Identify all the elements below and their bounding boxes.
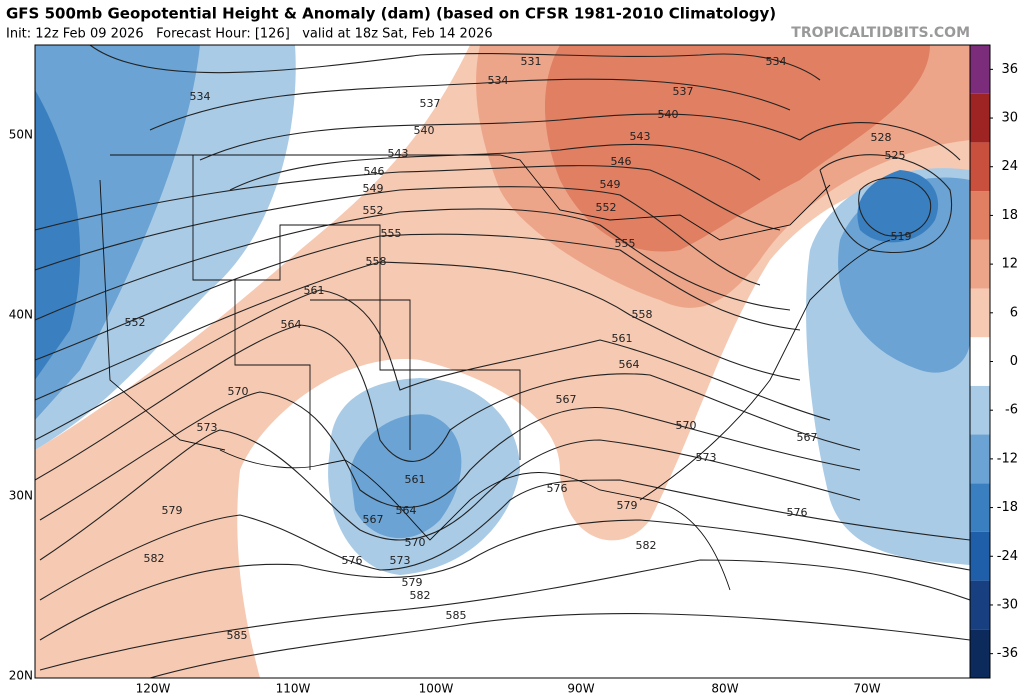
map	[35, 45, 970, 678]
contour-label: 570	[405, 536, 426, 549]
contour-label: 549	[363, 182, 384, 195]
contour-label: 579	[162, 504, 183, 517]
contour-label: 585	[227, 629, 248, 642]
colorbar-tick-label: -30	[997, 597, 1018, 612]
colorbar: 36 30 24 18 12 6 0 -6 -12 -18 -24 -30 -36	[969, 44, 1018, 679]
contour-label: 570	[228, 385, 249, 398]
contour-label: 576	[787, 506, 808, 519]
colorbar-bin	[970, 288, 990, 338]
contour-label: 525	[885, 149, 906, 162]
contour-label: 582	[144, 552, 165, 565]
title: GFS 500mb Geopotential Height & Anomaly …	[6, 5, 776, 23]
contour-label: 564	[281, 318, 302, 331]
colorbar-tick-label: -36	[997, 646, 1018, 661]
lat-label: 30N	[9, 489, 33, 503]
colorbar-tick-label: -18	[997, 500, 1018, 515]
contour-label: 567	[797, 431, 818, 444]
colorbar-bin	[970, 191, 990, 240]
lat-label: 40N	[9, 308, 33, 322]
contour-label: 540	[658, 108, 679, 121]
colorbar-tick-label: 30	[1001, 111, 1018, 126]
colorbar-bin	[970, 483, 990, 532]
lon-label: 80W	[711, 682, 738, 696]
contour-label: 561	[304, 284, 325, 297]
colorbar-bin	[970, 629, 990, 678]
contour-label: 546	[364, 165, 385, 178]
contour-label: 534	[190, 90, 211, 103]
contour-label: 573	[197, 421, 218, 434]
watermark: TROPICALTIDBITS.COM	[791, 25, 970, 41]
lon-label: 110W	[276, 682, 311, 696]
contour-label: 564	[396, 504, 417, 517]
colorbar-tick-label: 12	[1001, 257, 1018, 272]
colorbar-tick-label: -6	[1005, 403, 1018, 418]
contour-label: 552	[125, 316, 146, 329]
contour-label: 570	[676, 419, 697, 432]
contour-label: 543	[388, 147, 409, 160]
contour-label: 579	[617, 499, 638, 512]
colorbar-bin	[970, 531, 990, 581]
contour-label: 561	[612, 332, 633, 345]
contour-label: 537	[420, 97, 441, 110]
colorbar-bin	[970, 239, 990, 289]
colorbar-bin	[970, 142, 990, 192]
contour-label: 552	[596, 201, 617, 214]
contour-label: 558	[632, 308, 653, 321]
contour-label: 549	[600, 178, 621, 191]
contour-label: 546	[611, 155, 632, 168]
contour-label: 573	[390, 554, 411, 567]
colorbar-tick-label: 6	[1010, 305, 1018, 320]
contour-label: 528	[871, 131, 892, 144]
colorbar-tick-label: 24	[1001, 159, 1018, 174]
lat-label: 50N	[9, 128, 33, 142]
contour-label: 579	[402, 576, 423, 589]
colorbar-bin	[970, 385, 990, 435]
contour-label: 555	[615, 237, 636, 250]
contour-label: 582	[636, 539, 657, 552]
contour-label: 555	[381, 227, 402, 240]
contour-label: 573	[696, 451, 717, 464]
contour-label: 564	[619, 358, 640, 371]
lon-label: 120W	[136, 682, 171, 696]
contour-label: 561	[405, 473, 426, 486]
contour-label: 519	[891, 230, 912, 243]
contour-label: 567	[556, 393, 577, 406]
contour-label: 576	[547, 482, 568, 495]
colorbar-bin	[970, 45, 990, 94]
colorbar-tick-label: -12	[997, 451, 1018, 466]
colorbar-bin	[970, 93, 990, 143]
contour-label: 552	[363, 204, 384, 217]
contour-label: 567	[363, 513, 384, 526]
contour-label: 531	[521, 55, 542, 68]
contour-label: 576	[342, 554, 363, 567]
subtitle: Init: 12z Feb 09 2026 Forecast Hour: [12…	[6, 27, 493, 42]
contour-label: 534	[488, 74, 509, 87]
lat-label: 20N	[9, 669, 33, 683]
colorbar-tick-label: 36	[1001, 62, 1018, 77]
colorbar-bin	[970, 580, 990, 630]
contour-label: 585	[446, 609, 467, 622]
colorbar-tick-label: 18	[1001, 208, 1018, 223]
colorbar-tick-label: 0	[1010, 354, 1018, 369]
colorbar-bin	[970, 434, 990, 484]
contour-label: 582	[410, 589, 431, 602]
lon-label: 90W	[567, 682, 594, 696]
contour-label: 537	[673, 85, 694, 98]
lon-label: 70W	[853, 682, 880, 696]
lon-label: 100W	[419, 682, 454, 696]
colorbar-tick-label: -24	[997, 549, 1018, 564]
colorbar-bin	[970, 337, 990, 386]
contour-label: 534	[766, 55, 787, 68]
contour-label: 540	[414, 124, 435, 137]
contour-label: 558	[366, 255, 387, 268]
contour-label: 543	[630, 130, 651, 143]
